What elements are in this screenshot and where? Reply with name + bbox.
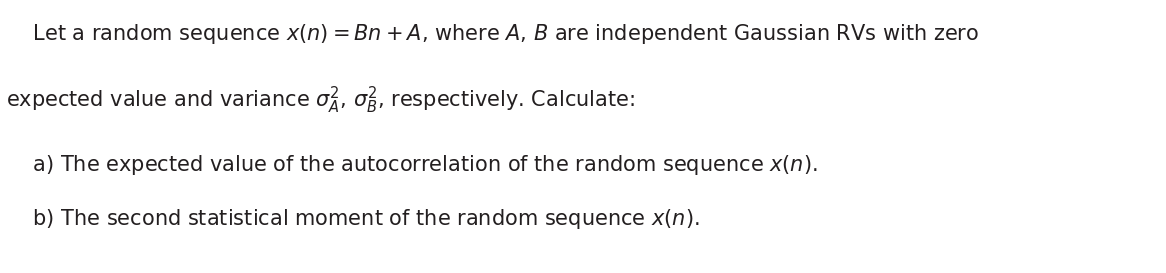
Text: b) The second statistical moment of the random sequence $x(n)$.: b) The second statistical moment of the … (6, 207, 700, 232)
Text: Let a random sequence $x(n) = Bn + A$, where $A$, $B$ are independent Gaussian R: Let a random sequence $x(n) = Bn + A$, w… (6, 22, 979, 46)
Text: expected value and variance $\sigma_A^2$, $\sigma_B^2$, respectively. Calculate:: expected value and variance $\sigma_A^2$… (6, 85, 635, 116)
Text: a) The expected value of the autocorrelation of the random sequence $x(n)$.: a) The expected value of the autocorrela… (6, 153, 817, 177)
